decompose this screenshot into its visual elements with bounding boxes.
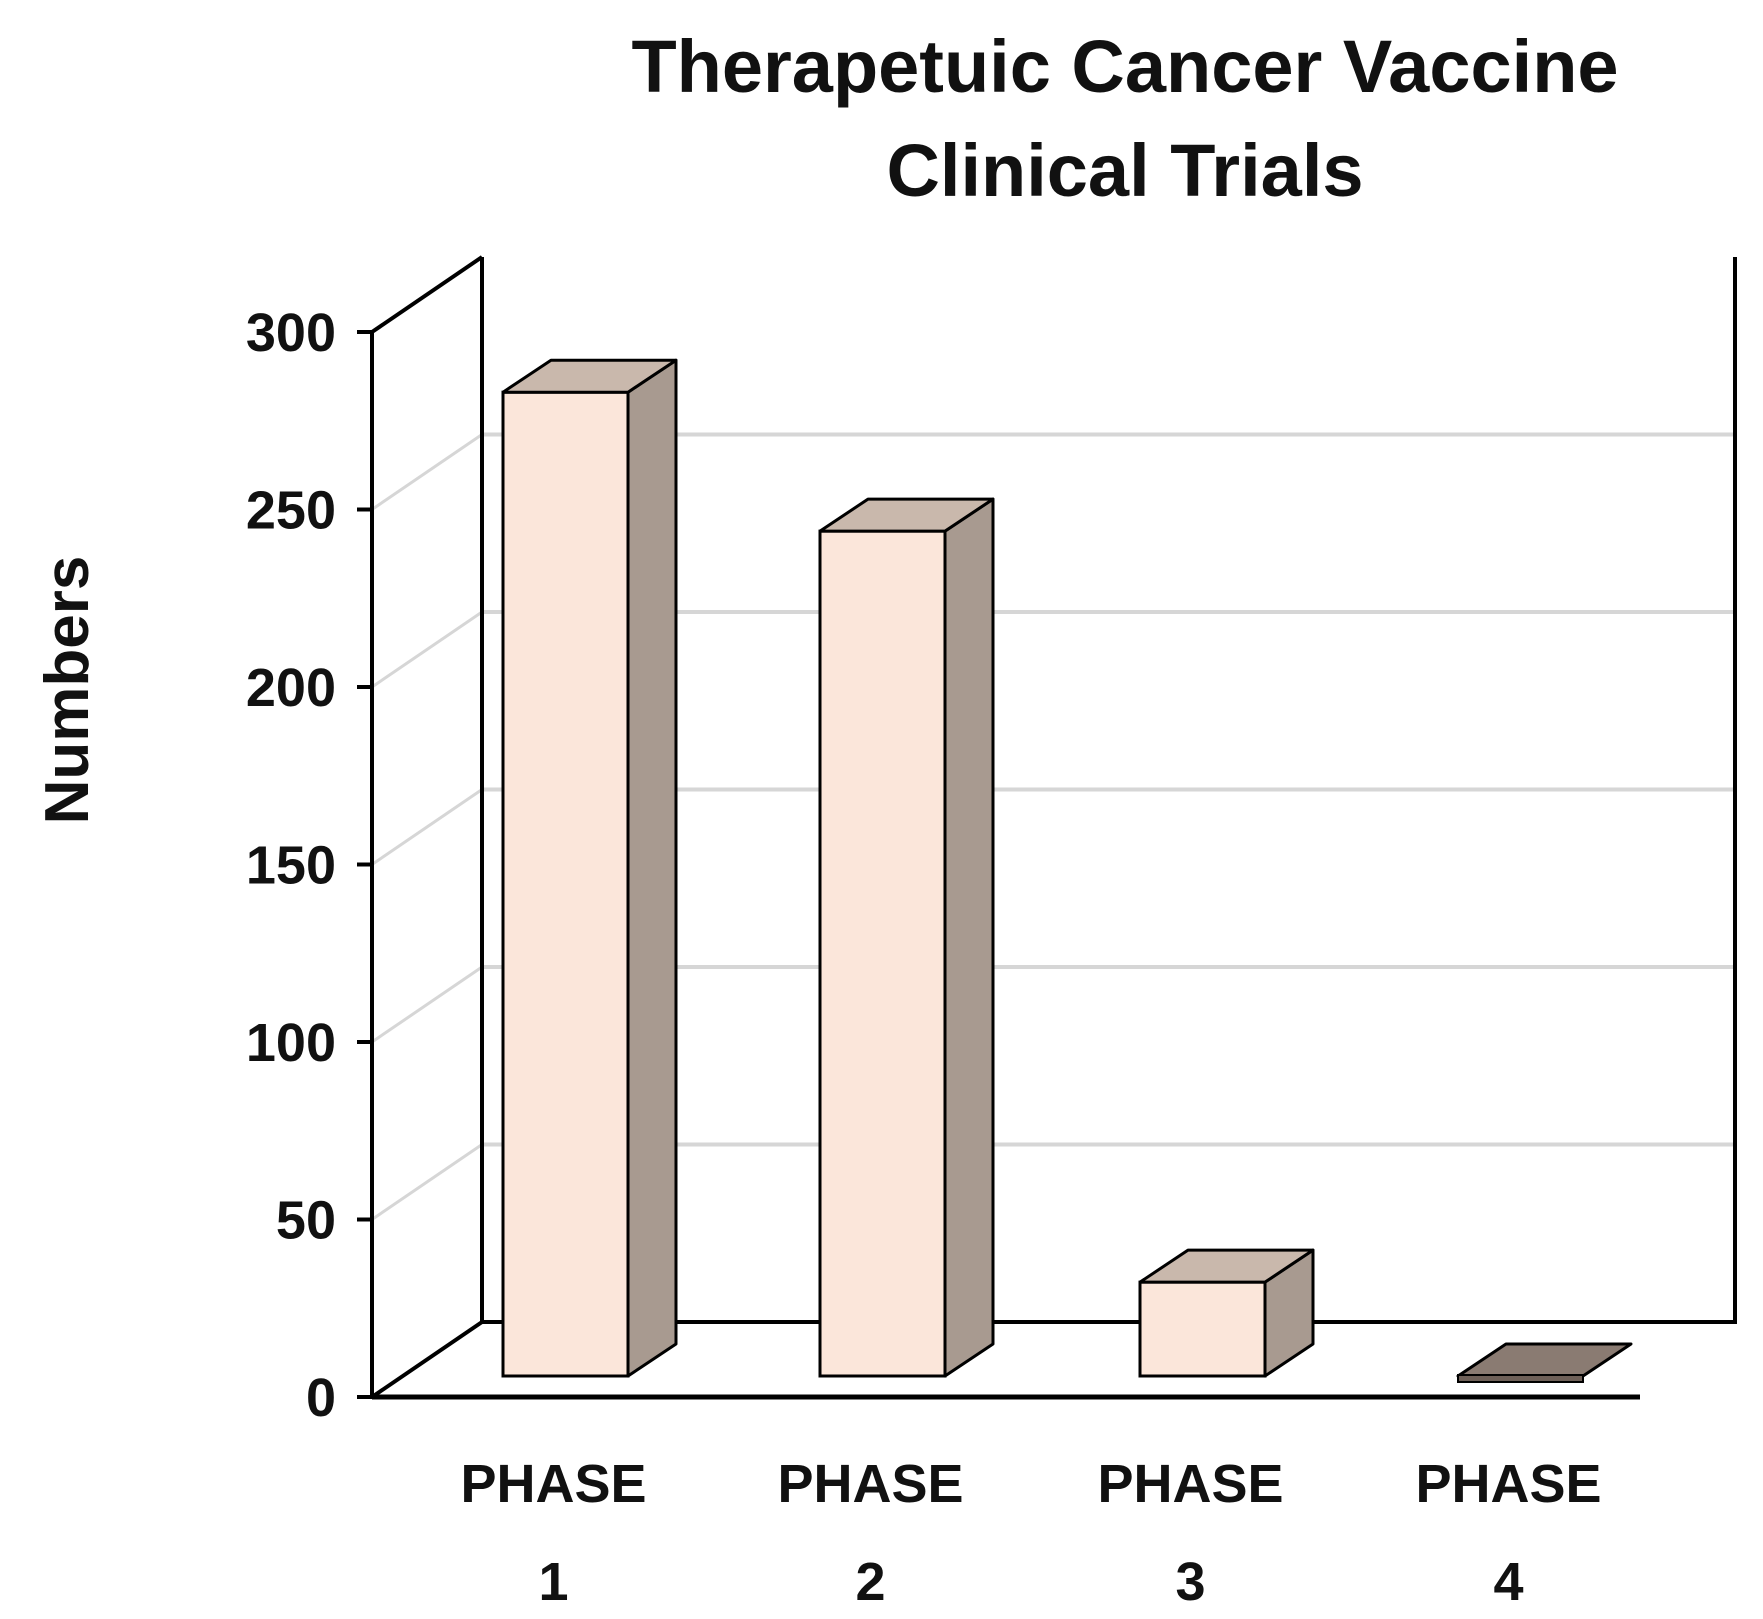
side-wall-top-edge: [370, 255, 484, 334]
gridline-side-200: [371, 610, 483, 689]
chart-title-line-1: Therapetuic Cancer Vaccine: [631, 25, 1618, 108]
bar-3: [1138, 1248, 1315, 1378]
x-category-label-1-line-1: PHASE: [460, 1454, 646, 1514]
x-category-label-1: PHASE 1: [460, 1454, 646, 1612]
x-category-label-3: PHASE 3: [1097, 1454, 1283, 1612]
bar-2: [818, 497, 995, 1378]
x-category-label-3-line-2: 3: [1175, 1552, 1205, 1612]
y-tick-label-50: 50: [276, 1191, 336, 1251]
x-category-label-4: PHASE 4: [1415, 1454, 1601, 1612]
bar-side-2: [943, 497, 995, 1378]
x-category-label-1-line-2: 1: [538, 1552, 568, 1612]
x-category-labels: PHASE 1 PHASE 2 PHASE 3 PHASE 4: [460, 1454, 1601, 1612]
bar-top-1: [501, 358, 678, 394]
y-tick-label-0: 0: [306, 1368, 336, 1428]
y-tick-labels: 0 50 100 150 200 250 300: [246, 303, 372, 1428]
x-category-label-2-line-2: 2: [855, 1552, 885, 1612]
y-tick-label-250: 250: [246, 481, 336, 541]
bar-top-3: [1138, 1248, 1315, 1284]
gridline-side-100: [371, 965, 483, 1044]
bar-front-1: [501, 390, 630, 1378]
bar-4: [1456, 1342, 1633, 1383]
x-category-label-4-line-2: 4: [1493, 1552, 1523, 1612]
x-category-label-2-line-1: PHASE: [777, 1454, 963, 1514]
y-tick-label-200: 200: [246, 658, 336, 718]
y-tick-label-300: 300: [246, 303, 336, 363]
floor-side-edge: [370, 1320, 484, 1399]
bar-front-3: [1138, 1280, 1267, 1378]
chart-title-line-2: Clinical Trials: [886, 129, 1363, 212]
bar-front-2: [818, 529, 947, 1378]
x-category-label-2: PHASE 2: [777, 1454, 963, 1612]
bar-top-4: [1456, 1342, 1633, 1378]
y-tick-label-150: 150: [246, 836, 336, 896]
bar-1: [501, 358, 678, 1378]
y-axis-label: Numbers: [33, 556, 102, 825]
gridline-side-50: [371, 1143, 483, 1221]
bar-top-2: [818, 497, 995, 533]
gridline-side-150: [371, 788, 483, 866]
bar-side-1: [626, 358, 678, 1378]
gridline-side-250: [371, 433, 483, 511]
bars-layer: [501, 358, 1633, 1383]
y-tick-label-100: 100: [246, 1013, 336, 1073]
bar-front-4: [1457, 1374, 1584, 1383]
x-category-label-3-line-1: PHASE: [1097, 1454, 1283, 1514]
x-category-label-4-line-1: PHASE: [1415, 1454, 1601, 1514]
back-wall-frame: [480, 257, 1737, 1324]
